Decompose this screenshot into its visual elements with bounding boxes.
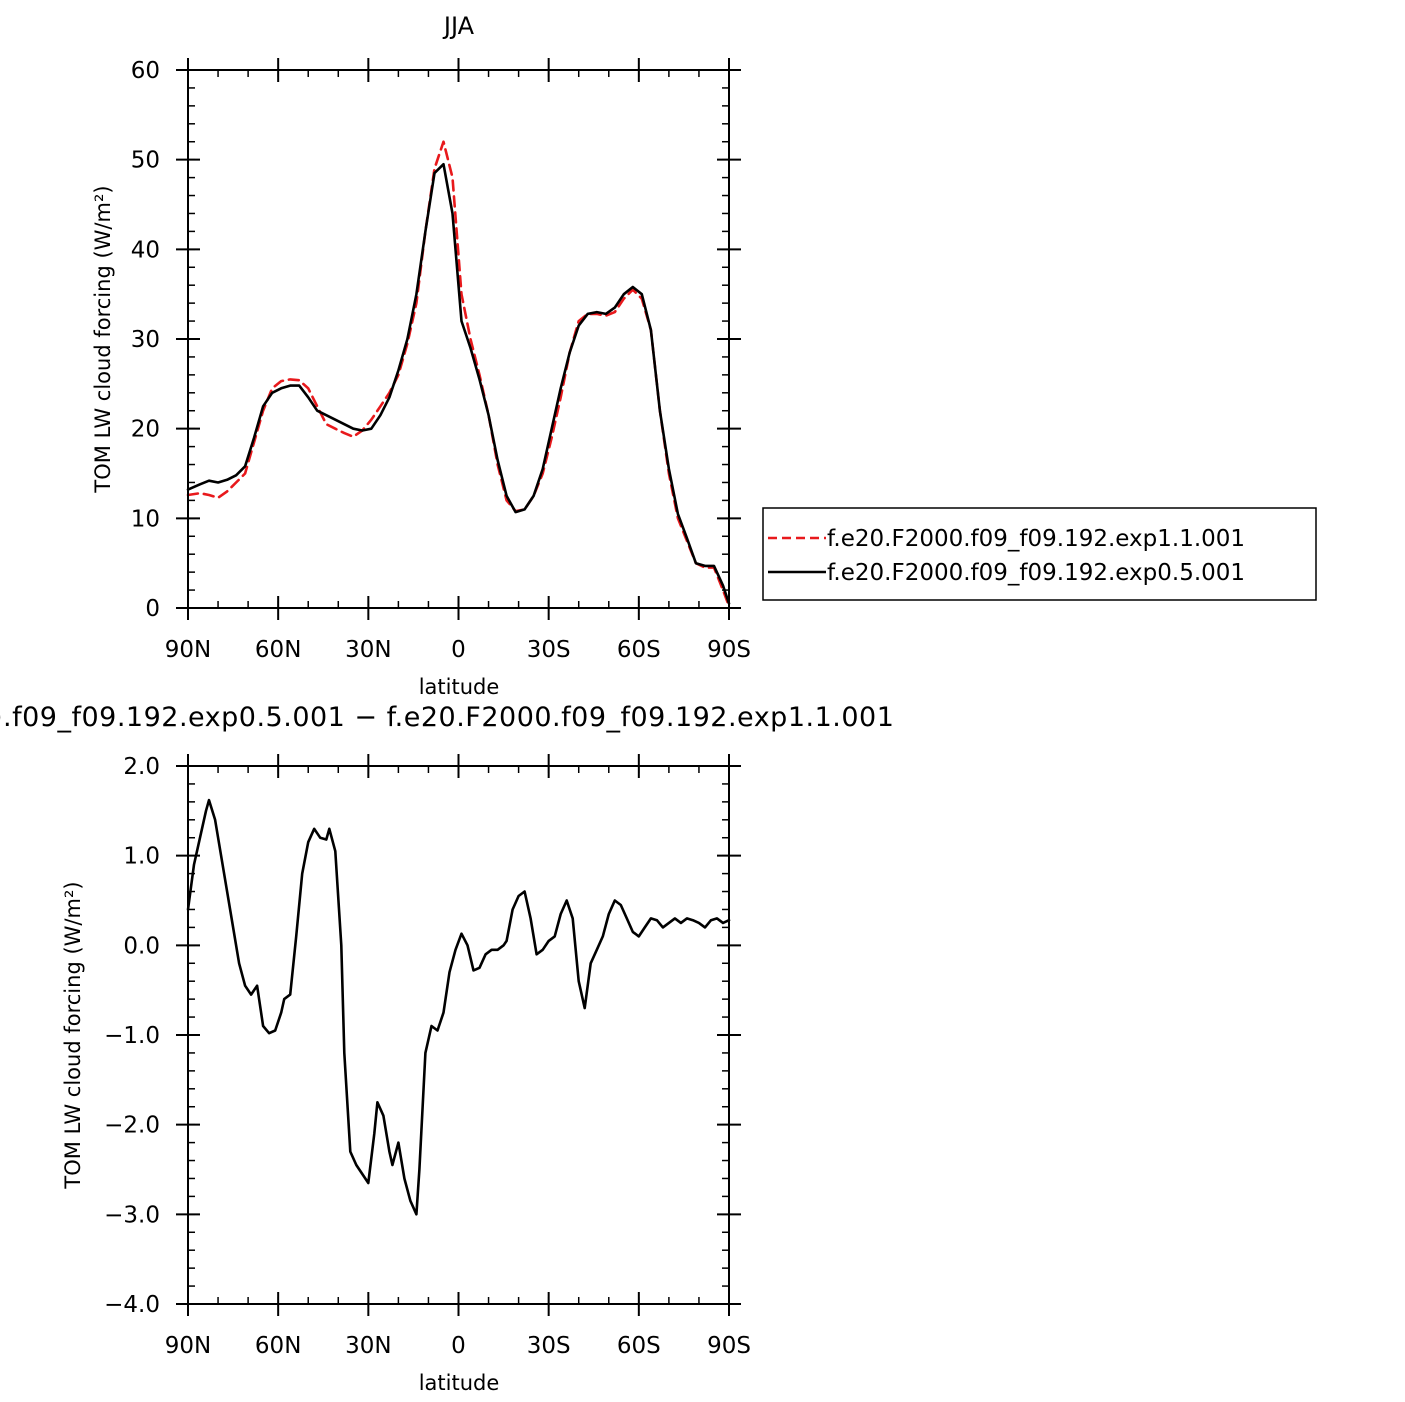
legend-label-exp1: f.e20.F2000.f09_f09.192.exp1.1.001 <box>827 526 1245 552</box>
bottom-series-line-0 <box>186 798 731 1216</box>
bottom-x-tick-label: 0 <box>451 1333 466 1359</box>
bottom-plot-frame <box>187 765 730 1305</box>
top-y-tick-label: 60 <box>131 58 160 84</box>
bottom-series-group <box>186 798 731 1216</box>
bottom-y-tick-label: −1.0 <box>104 1023 160 1049</box>
bottom-x-tick-label: 60N <box>255 1333 301 1359</box>
top-x-tick-label: 90S <box>707 637 751 663</box>
top-x-tick-label: 90N <box>165 637 211 663</box>
top-y-tick-label: 0 <box>145 596 160 622</box>
top-x-tick-labels: 90N 60N 30N 0 30S 60S 90S <box>165 637 751 663</box>
bottom-axis-ticks <box>176 754 741 1316</box>
top-y-tick-labels: 0 10 20 30 40 50 60 <box>131 58 160 622</box>
top-chart-title: JJA <box>442 12 475 40</box>
top-x-tick-label: 60N <box>255 637 301 663</box>
top-x-tick-label: 30N <box>345 637 391 663</box>
top-y-tick-label: 10 <box>131 506 160 532</box>
top-y-tick-label: 20 <box>131 417 160 443</box>
top-plot-frame <box>187 69 730 609</box>
top-y-tick-label: 30 <box>131 327 160 353</box>
top-x-tick-label: 60S <box>617 637 661 663</box>
top-axis-ticks <box>176 58 741 620</box>
bottom-x-tick-label: 60S <box>617 1333 661 1359</box>
legend-label-exp05: f.e20.F2000.f09_f09.192.exp0.5.001 <box>827 560 1245 586</box>
top-y-axis-label: TOM LW cloud forcing (W/m²) <box>91 185 115 493</box>
top-y-tick-label: 40 <box>131 237 160 263</box>
bottom-y-tick-label: 0.0 <box>123 933 160 959</box>
top-x-axis-label: latitude <box>419 675 500 699</box>
top-x-tick-label: 0 <box>451 637 466 663</box>
bottom-y-tick-label: 2.0 <box>123 754 160 780</box>
bottom-panel: ).f09_f09.192.exp0.5.001 − f.e20.F2000.f… <box>0 702 894 1395</box>
top-series-line-0 <box>186 140 731 608</box>
bottom-y-tick-label: −2.0 <box>104 1113 160 1139</box>
bottom-chart-title: ).f09_f09.192.exp0.5.001 − f.e20.F2000.f… <box>0 702 894 733</box>
top-series-line-1 <box>186 162 731 605</box>
bottom-x-tick-label: 30N <box>345 1333 391 1359</box>
top-panel: JJA 0 10 20 30 40 50 60 90N 60N 30N 0 30S 60S 90S la… <box>91 12 751 699</box>
bottom-y-tick-label: 1.0 <box>123 844 160 870</box>
bottom-x-tick-label: 90N <box>165 1333 211 1359</box>
top-y-tick-label: 50 <box>131 148 160 174</box>
bottom-x-tick-label: 90S <box>707 1333 751 1359</box>
bottom-y-tick-label: −3.0 <box>104 1202 160 1228</box>
top-series-group <box>186 140 731 608</box>
bottom-y-tick-labels: 2.0 1.0 0.0 −1.0 −2.0 −3.0 −4.0 <box>104 754 160 1318</box>
bottom-x-tick-label: 30S <box>527 1333 571 1359</box>
bottom-y-axis-label: TOM LW cloud forcing (W/m²) <box>61 881 85 1189</box>
bottom-x-axis-label: latitude <box>419 1371 500 1395</box>
bottom-x-tick-labels: 90N 60N 30N 0 30S 60S 90S <box>165 1333 751 1359</box>
legend-box <box>762 507 1317 601</box>
top-x-tick-label: 30S <box>527 637 571 663</box>
legend: f.e20.F2000.f09_f09.192.exp1.1.001 f.e20… <box>762 507 1317 601</box>
bottom-y-tick-label: −4.0 <box>104 1292 160 1318</box>
